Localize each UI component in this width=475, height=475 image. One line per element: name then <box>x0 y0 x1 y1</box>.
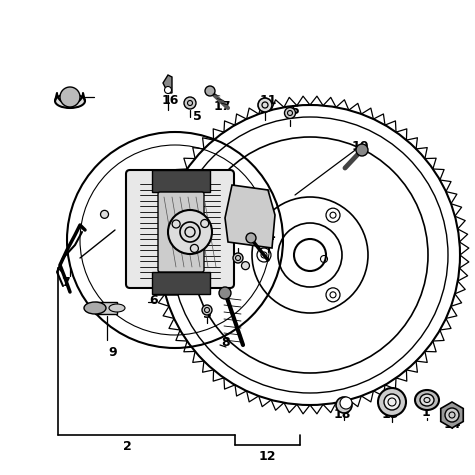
Circle shape <box>205 86 215 96</box>
Ellipse shape <box>109 304 125 312</box>
Circle shape <box>285 107 295 118</box>
Text: 5: 5 <box>203 308 211 322</box>
Text: 9: 9 <box>109 345 117 359</box>
Polygon shape <box>155 258 178 295</box>
Ellipse shape <box>415 390 439 410</box>
Text: 5: 5 <box>291 104 299 116</box>
Text: 3: 3 <box>261 189 269 201</box>
Circle shape <box>241 262 249 270</box>
Bar <box>95 302 117 314</box>
Text: 16: 16 <box>162 94 179 106</box>
FancyBboxPatch shape <box>158 192 204 272</box>
Circle shape <box>340 397 352 409</box>
Text: 15: 15 <box>63 98 81 112</box>
Text: 1: 1 <box>422 406 430 418</box>
Circle shape <box>384 394 400 410</box>
Circle shape <box>168 210 212 254</box>
Circle shape <box>246 233 256 243</box>
Circle shape <box>201 219 209 228</box>
FancyBboxPatch shape <box>126 170 234 288</box>
Ellipse shape <box>420 394 434 406</box>
Polygon shape <box>441 402 463 428</box>
Text: 5: 5 <box>242 231 250 245</box>
Circle shape <box>378 388 406 416</box>
Circle shape <box>445 408 459 422</box>
Circle shape <box>202 305 212 315</box>
Text: 5: 5 <box>193 111 201 124</box>
Text: 12: 12 <box>258 449 276 463</box>
Text: 14: 14 <box>443 418 461 430</box>
Text: 8: 8 <box>222 336 230 350</box>
Circle shape <box>219 287 231 299</box>
Bar <box>152 272 210 294</box>
Circle shape <box>356 144 368 156</box>
Circle shape <box>60 87 80 107</box>
Circle shape <box>336 397 352 413</box>
Text: 4: 4 <box>266 230 276 244</box>
Text: 6: 6 <box>150 294 158 306</box>
Text: 17: 17 <box>213 101 231 114</box>
Polygon shape <box>163 75 172 93</box>
Text: 13: 13 <box>381 408 399 421</box>
Ellipse shape <box>55 94 85 108</box>
Text: 2: 2 <box>123 440 132 454</box>
Text: 18: 18 <box>333 408 351 421</box>
Text: 10: 10 <box>351 141 369 153</box>
Ellipse shape <box>84 302 106 314</box>
Circle shape <box>190 245 199 252</box>
Bar <box>152 170 210 192</box>
Circle shape <box>184 97 196 109</box>
Circle shape <box>172 220 180 228</box>
Text: 11: 11 <box>259 94 277 106</box>
Polygon shape <box>225 185 275 248</box>
Circle shape <box>101 210 108 219</box>
Text: 7: 7 <box>61 276 69 288</box>
Circle shape <box>164 86 171 94</box>
Circle shape <box>258 98 272 112</box>
Circle shape <box>233 253 243 263</box>
